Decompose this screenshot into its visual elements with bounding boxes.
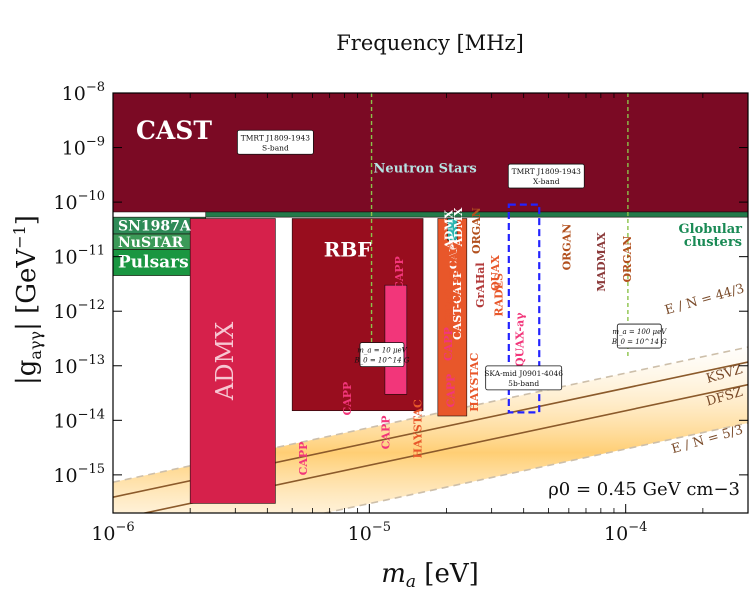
label-madmax-19: MADMAX (595, 232, 608, 292)
region-admx-teal (447, 218, 458, 241)
y-tick-label-3: 10−11 (53, 244, 105, 269)
region-label-rbf: RBF (324, 238, 372, 262)
region-label-nustar: NuSTAR (118, 235, 184, 251)
x-tick-label-2: 10−4 (604, 520, 647, 545)
label-organ-16: ORGAN (470, 207, 483, 254)
svg-text:ma [eV]: ma [eV] (381, 559, 479, 592)
annotation-line2: 5b-band (508, 379, 539, 388)
rho-label: ρ0 = 0.45 GeV cm−3 (548, 479, 740, 500)
label-grahal-14: GrAHal (474, 262, 487, 307)
field-box-frame (359, 342, 405, 368)
exclusion-regions (113, 93, 748, 504)
x-tick-label-0: 10−6 (91, 520, 134, 545)
field-line1: m_a = 100 μeV (612, 328, 667, 336)
x-tick-label-1: 10−5 (348, 520, 391, 545)
field-line1: m_a = 10 μeV (357, 347, 407, 355)
label-capp-6: CAPP (445, 374, 458, 408)
label-cast-capp-7: CAST-CAPP (451, 270, 464, 340)
svg-text:|gaγγ| [GeV−1]: |gaγγ| [GeV−1] (10, 215, 45, 385)
y-tick-label-5: 10−13 (53, 353, 105, 378)
annotation-line1: SKA-mid J0901-4046 (484, 369, 563, 378)
region-haystac (437, 218, 468, 417)
label-organ-18: ORGAN (561, 224, 574, 271)
plot-frame (112, 92, 749, 514)
label-haystac-12: HAYSTAC (447, 243, 460, 302)
label-capp-3: CAPP (341, 382, 354, 416)
field-box-frame (616, 323, 662, 349)
label-capp-11: CAPP (442, 327, 455, 361)
region-cast (113, 93, 748, 213)
field-box-1: m_a = 100 μeV B_0 = 10^14 G (611, 323, 667, 349)
annotation-box-frame (485, 365, 563, 391)
label-rades-15: RADES (492, 273, 505, 317)
label-capp-4: CAPP (393, 256, 406, 290)
region-admx (189, 218, 276, 504)
annotation-line1: TMRT J1809-1943 (512, 167, 582, 176)
x-axis-label: ma [eV] (381, 559, 479, 592)
label-capp-9: CAPP (447, 235, 460, 269)
axes: 10−6 10−5 10−4 10−8 10−9 10−10 10−11 10−12 10−13… (53, 80, 748, 545)
label-organ-20: ORGAN (621, 236, 634, 283)
region-label-admx-teal: ADMX (442, 210, 455, 250)
label-quax-a--17: QUAX-aγ (514, 312, 527, 367)
annotation-line1: TMRT J1809-1943 (241, 133, 311, 142)
band-line-e-n-5-3 (321, 422, 748, 513)
label-haystac-5: HAYSTAC (412, 399, 425, 458)
y-axis-label: |gaγγ| [GeV−1] (10, 215, 45, 385)
top-axis-label: Frequency [MHz] (336, 31, 524, 55)
y-tick-label-6: 10−14 (53, 407, 105, 432)
region-label-globular-clusters: Globular clusters (679, 222, 743, 250)
label-haystac-10: HAYSTAC (468, 352, 481, 411)
region-label-haystac: HAYSTAC (442, 287, 455, 346)
annotation-box-frame (236, 129, 314, 155)
label-quax-13: QUAX (489, 255, 502, 291)
y-tick-label-0: 10−8 (62, 80, 105, 105)
annotation-box-frame (507, 163, 585, 189)
y-tick-label-4: 10−12 (53, 298, 105, 323)
band-ska-mid (507, 203, 541, 414)
label-capp-1: CAPP (297, 442, 310, 476)
field-line2: B_0 = 10^14 G (354, 357, 410, 365)
label-admx-8: ADMX (452, 207, 465, 247)
region-label-pulsars: Pulsars (118, 253, 189, 273)
annotation-line2: S-band (262, 143, 289, 152)
label-capp-2: CAPP (380, 415, 393, 449)
label-neutron-stars: Neutron Stars (374, 161, 477, 176)
y-tick-label-2: 10−10 (53, 189, 105, 214)
field-line2: B_0 = 10^14 G (611, 338, 667, 346)
region-label-cast: CAST (136, 116, 212, 145)
region-label-sn1987a: SN1987A (118, 219, 192, 235)
annotation-line2: X-band (533, 177, 560, 186)
y-tick-label-7: 10−15 (53, 462, 105, 487)
y-tick-label-1: 10−9 (62, 135, 105, 160)
field-box-0: m_a = 10 μeV B_0 = 10^14 G (354, 342, 410, 368)
region-label-admx: ADMX (211, 322, 239, 401)
